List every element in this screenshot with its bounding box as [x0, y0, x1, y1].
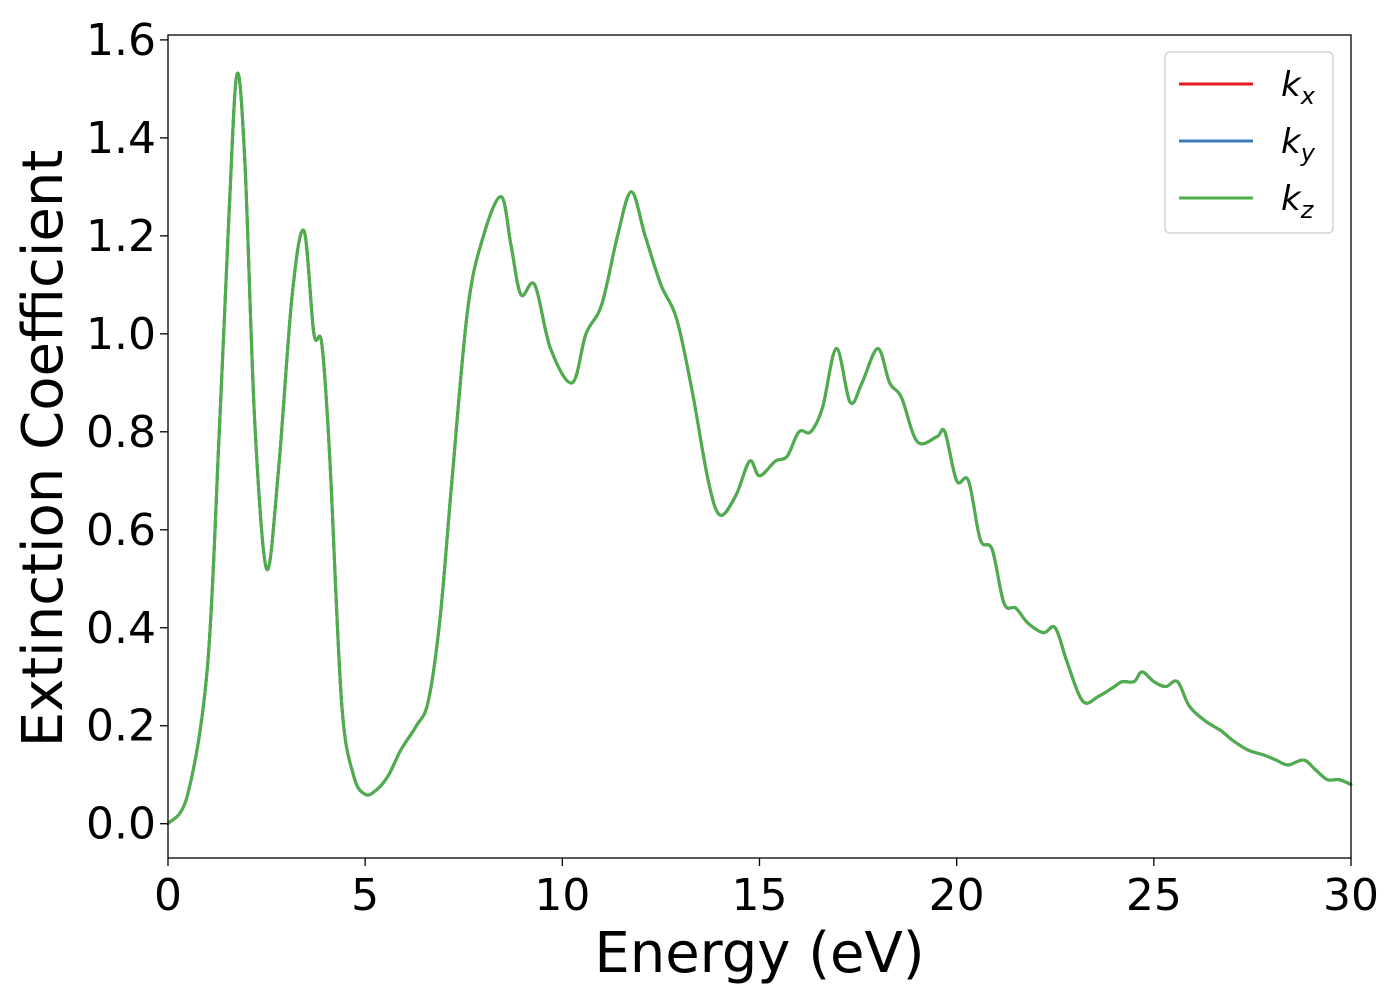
y-tick-label: 0.8	[86, 407, 156, 458]
legend-label-base: k	[1281, 65, 1302, 105]
series-line-kz	[166, 71, 1353, 826]
legend-label-kx: kx	[1281, 65, 1316, 110]
x-tick-label: 20	[929, 870, 985, 921]
series-lines	[166, 71, 1353, 826]
y-axis-label: Extinction Coefficient	[11, 150, 76, 748]
y-tick-label: 0.6	[86, 505, 156, 556]
y-tick-label: 1.0	[86, 309, 156, 360]
x-tick-label: 15	[732, 870, 788, 921]
legend-label-kz: kz	[1281, 179, 1315, 224]
legend-label-ky: ky	[1281, 122, 1316, 167]
legend-label-subscript: z	[1300, 196, 1315, 224]
legend-label-base: k	[1281, 179, 1302, 219]
x-axis-ticks: 0 5 10 15 20 25 30	[154, 858, 1379, 921]
x-axis-label: Energy (eV)	[594, 921, 924, 986]
x-tick-label: 30	[1323, 870, 1379, 921]
x-tick-label: 10	[534, 870, 590, 921]
y-axis-ticks: 0.0 0.2 0.4 0.6 0.8 1.0 1.2 1.4 1.6	[86, 15, 168, 850]
y-tick-label: 1.4	[86, 113, 156, 164]
y-tick-label: 1.2	[86, 211, 156, 262]
y-tick-label: 1.6	[86, 15, 156, 66]
x-tick-label: 25	[1126, 870, 1182, 921]
legend-label-base: k	[1281, 122, 1302, 162]
y-tick-label: 0.0	[86, 799, 156, 850]
x-tick-label: 5	[351, 870, 379, 921]
legend-label-subscript: x	[1300, 82, 1316, 110]
legend-label-subscript: y	[1300, 139, 1316, 167]
x-tick-label: 0	[154, 870, 182, 921]
y-tick-label: 0.4	[86, 603, 156, 654]
y-tick-label: 0.2	[86, 701, 156, 752]
